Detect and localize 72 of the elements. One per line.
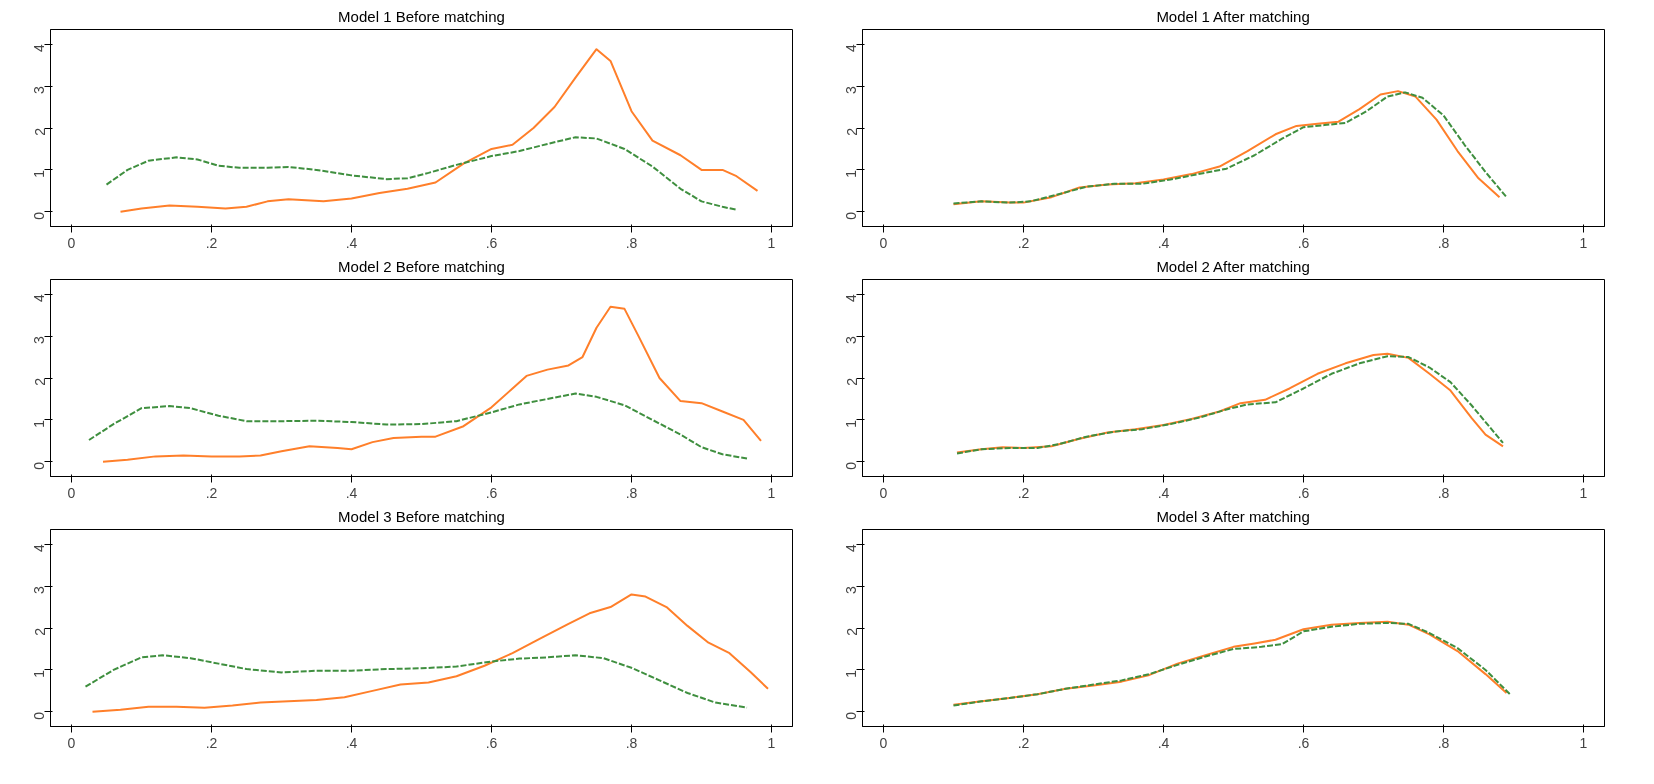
- x-tick-label: .8: [625, 734, 638, 751]
- y-tick-label: 3: [843, 85, 860, 94]
- y-tick-label: 4: [843, 293, 860, 302]
- x-tick-label: .4: [345, 484, 358, 501]
- y-tick-label: 0: [31, 711, 48, 720]
- chart-title: Model 1 After matching: [1156, 7, 1310, 25]
- y-tick-label: 3: [31, 335, 48, 344]
- x-tick-label: 1: [767, 734, 776, 751]
- x-tick-label: 0: [879, 734, 888, 751]
- x-tick-label: .8: [625, 234, 638, 251]
- chart-title: Model 3 Before matching: [338, 507, 505, 525]
- y-tick-label: 2: [31, 627, 48, 636]
- y-tick-label: 0: [843, 711, 860, 720]
- x-tick-label: 0: [879, 234, 888, 251]
- y-tick-label: 0: [843, 211, 860, 220]
- x-tick-label: .2: [1017, 484, 1030, 501]
- y-tick-label: 1: [31, 169, 48, 178]
- y-tick-label: 2: [843, 627, 860, 636]
- y-tick-label: 4: [843, 43, 860, 52]
- x-tick-label: .2: [205, 484, 218, 501]
- x-tick-label: 1: [1579, 734, 1588, 751]
- y-tick-label: 4: [31, 293, 48, 302]
- x-tick-label: .4: [1157, 484, 1170, 501]
- chart-title: Model 1 Before matching: [338, 7, 505, 25]
- y-tick-label: 1: [843, 169, 860, 178]
- x-tick-label: .6: [485, 234, 498, 251]
- chart-title: Model 2 Before matching: [338, 257, 505, 275]
- x-tick-label: .4: [1157, 234, 1170, 251]
- x-tick-label: .8: [625, 484, 638, 501]
- y-tick-label: 1: [843, 419, 860, 428]
- x-tick-label: 0: [67, 234, 76, 251]
- x-tick-label: .6: [485, 484, 498, 501]
- x-tick-label: .8: [1437, 734, 1450, 751]
- y-tick-label: 0: [31, 461, 48, 470]
- x-tick-label: .4: [1157, 734, 1170, 751]
- y-tick-label: 4: [843, 543, 860, 552]
- chart-title: Model 2 After matching: [1156, 257, 1310, 275]
- y-tick-label: 1: [31, 419, 48, 428]
- chart-title: Model 3 After matching: [1156, 507, 1310, 525]
- y-tick-label: 3: [843, 335, 860, 344]
- x-tick-label: .6: [1297, 234, 1310, 251]
- y-tick-label: 0: [843, 461, 860, 470]
- x-tick-label: .6: [485, 734, 498, 751]
- x-tick-label: .8: [1437, 234, 1450, 251]
- x-tick-label: 1: [767, 234, 776, 251]
- y-tick-label: 4: [31, 543, 48, 552]
- x-tick-label: .2: [1017, 734, 1030, 751]
- x-tick-label: .8: [1437, 484, 1450, 501]
- x-tick-label: .6: [1297, 734, 1310, 751]
- x-tick-label: .4: [345, 734, 358, 751]
- x-tick-label: 1: [1579, 484, 1588, 501]
- x-tick-label: .2: [205, 734, 218, 751]
- y-tick-label: 2: [843, 127, 860, 136]
- y-tick-label: 4: [31, 43, 48, 52]
- x-tick-label: 0: [879, 484, 888, 501]
- x-tick-label: 0: [67, 484, 76, 501]
- x-tick-label: 1: [1579, 234, 1588, 251]
- y-tick-label: 3: [31, 85, 48, 94]
- y-tick-label: 1: [843, 669, 860, 678]
- x-tick-label: .4: [345, 234, 358, 251]
- x-tick-label: 0: [67, 734, 76, 751]
- x-tick-label: .2: [205, 234, 218, 251]
- y-tick-label: 1: [31, 669, 48, 678]
- x-tick-label: 1: [767, 484, 776, 501]
- y-tick-label: 2: [31, 127, 48, 136]
- y-tick-label: 3: [843, 585, 860, 594]
- x-tick-label: .6: [1297, 484, 1310, 501]
- y-tick-label: 2: [31, 377, 48, 386]
- x-tick-label: .2: [1017, 234, 1030, 251]
- y-tick-label: 2: [843, 377, 860, 386]
- y-tick-label: 3: [31, 585, 48, 594]
- y-tick-label: 0: [31, 211, 48, 220]
